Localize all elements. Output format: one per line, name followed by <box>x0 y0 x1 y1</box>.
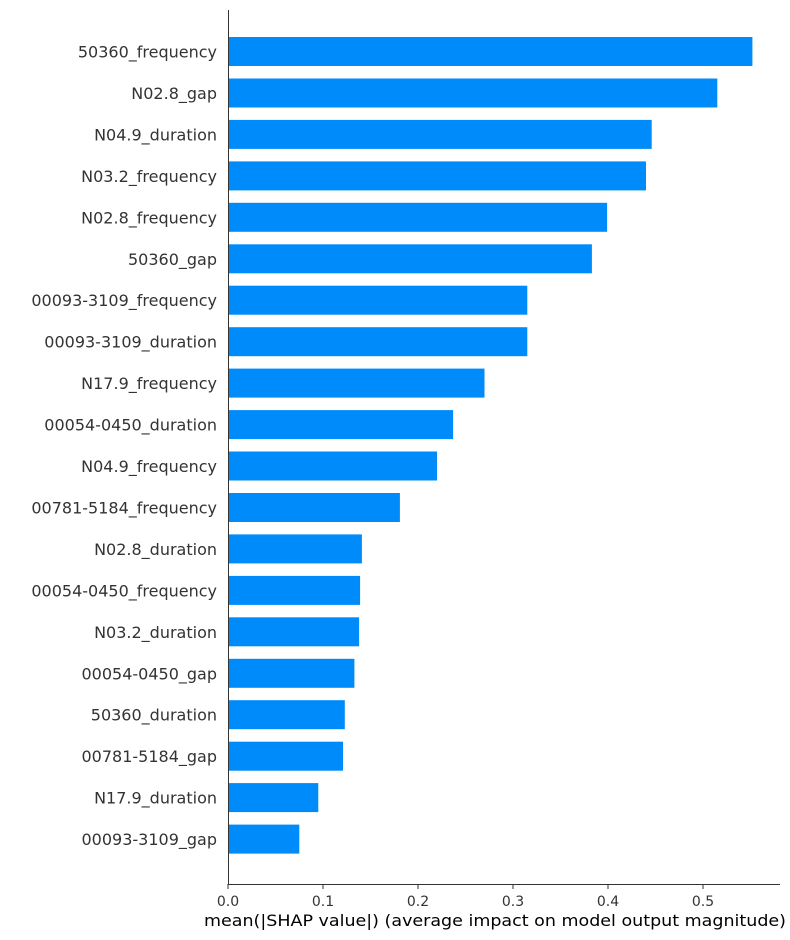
y-tick-label: 50360_duration <box>91 706 217 726</box>
y-tick-label: 50360_frequency <box>78 43 217 63</box>
y-tick-label: N02.8_duration <box>94 540 217 560</box>
y-tick-label: 00093-3109_frequency <box>31 291 217 311</box>
x-tick-label: 0.1 <box>312 894 334 910</box>
y-tick-label: N04.9_frequency <box>81 457 217 477</box>
x-tick-label: 0.5 <box>692 894 714 910</box>
bar-N03.2_frequency <box>228 161 646 191</box>
y-tick-label: N02.8_gap <box>131 84 217 104</box>
x-axis-label: mean(|SHAP value|) (average impact on mo… <box>204 911 786 930</box>
x-ticks: 0.0 0.1 0.2 0.3 0.4 0.5 <box>217 884 714 910</box>
y-tick-label: N03.2_frequency <box>81 167 217 187</box>
bar-50360_gap <box>228 244 592 274</box>
y-tick-label: 50360_gap <box>128 250 217 270</box>
bar-00781-5184_gap <box>228 741 343 771</box>
bar-N03.2_duration <box>228 617 360 647</box>
y-tick-label: N17.9_duration <box>94 789 217 809</box>
y-tick-labels: 50360_frequency N02.8_gap N04.9_duration N0… <box>31 43 217 851</box>
x-tick-label: 0.3 <box>502 894 524 910</box>
y-tick-label: 00054-0450_duration <box>44 416 217 436</box>
y-tick-label: N03.2_duration <box>94 623 217 643</box>
bar-N02.8_duration <box>228 534 362 564</box>
bar-N02.8_frequency <box>228 202 608 232</box>
x-tick-label: 0.2 <box>407 894 429 910</box>
y-tick-label: 00093-3109_duration <box>44 333 217 353</box>
bar-N04.9_frequency <box>228 451 437 481</box>
y-tick-label: 00781-5184_gap <box>81 747 217 767</box>
bar-00093-3109_duration <box>228 327 528 357</box>
bar-50360_frequency <box>228 37 753 66</box>
bars-group <box>228 37 753 854</box>
bar-N02.8_gap <box>228 78 718 108</box>
bar-N17.9_frequency <box>228 368 485 398</box>
bar-00054-0450_duration <box>228 410 454 440</box>
bar-N17.9_duration <box>228 783 319 813</box>
x-tick-label: 0.4 <box>597 894 619 910</box>
y-tick-label: 00054-0450_frequency <box>31 581 217 601</box>
bar-00781-5184_frequency <box>228 493 400 522</box>
bar-00093-3109_frequency <box>228 285 528 315</box>
y-tick-label: N02.8_frequency <box>81 208 217 228</box>
bar-00093-3109_gap <box>228 824 300 854</box>
y-tick-label: N17.9_frequency <box>81 374 217 394</box>
y-tick-label: N04.9_duration <box>94 125 217 145</box>
y-tick-label: 00093-3109_gap <box>81 830 217 850</box>
x-tick-label: 0.0 <box>217 894 239 910</box>
y-tick-label: 00054-0450_gap <box>81 664 217 684</box>
bar-N04.9_duration <box>228 119 652 149</box>
bar-50360_duration <box>228 700 345 730</box>
bar-00054-0450_frequency <box>228 575 361 605</box>
bar-00054-0450_gap <box>228 658 355 688</box>
y-tick-label: 00781-5184_frequency <box>31 499 217 519</box>
